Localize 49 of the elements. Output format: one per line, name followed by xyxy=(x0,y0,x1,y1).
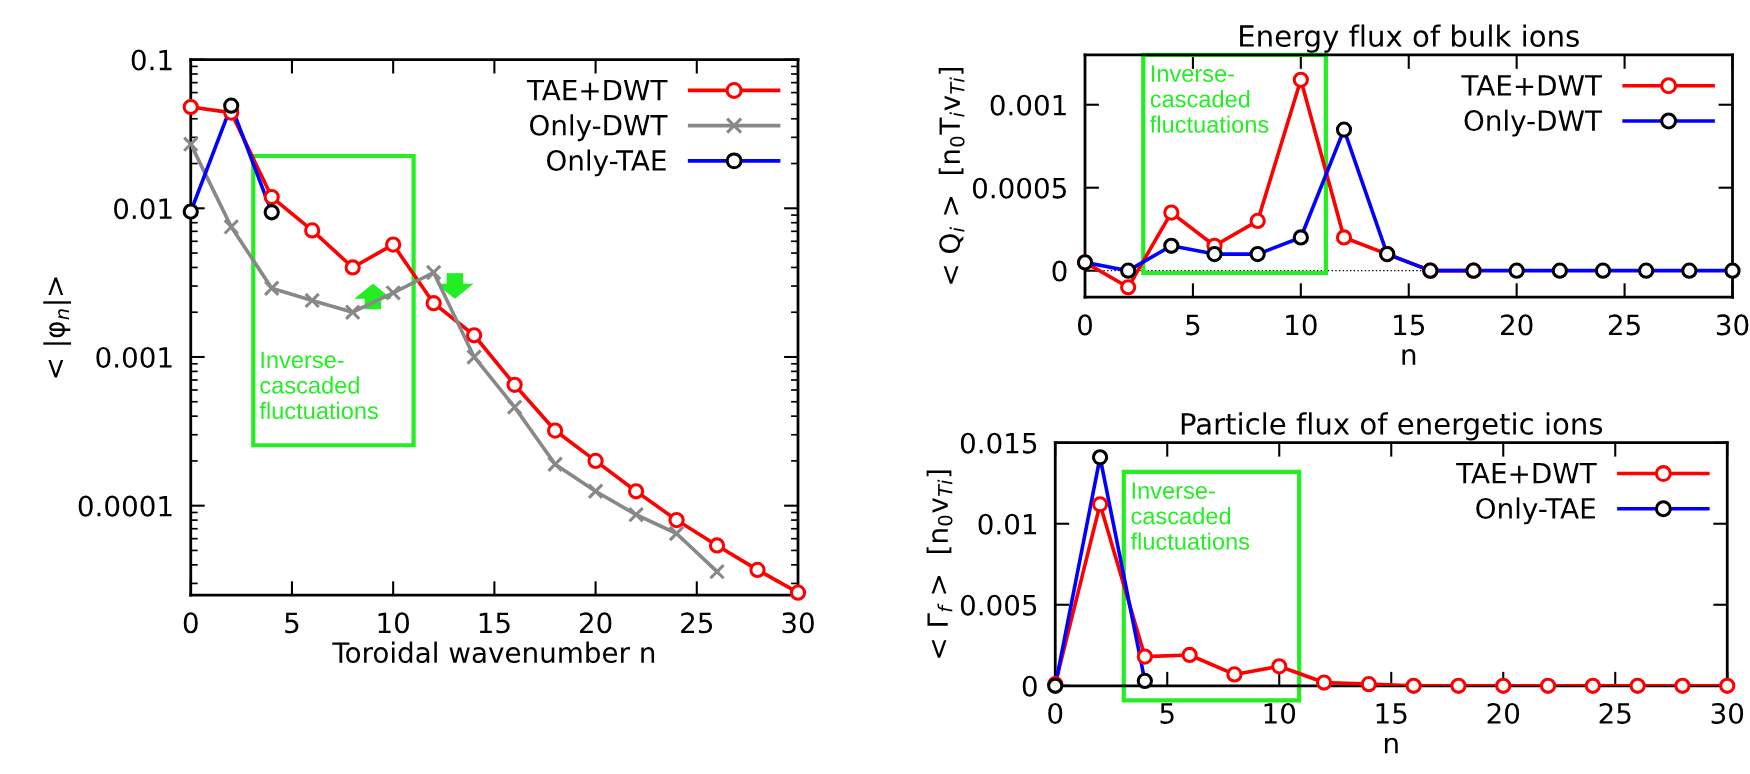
x-tick-label: 10 xyxy=(378,612,409,634)
chart-title: Particle flux of energetic ions xyxy=(1181,412,1603,441)
y-tick-label: 0 xyxy=(1022,675,1037,697)
y-tick-label: 0.001 xyxy=(990,94,1066,116)
y-tick-label: 0.001 xyxy=(96,346,172,368)
legend-label: Only-DWT xyxy=(530,114,668,142)
legend-label: TAE+DWT xyxy=(1461,75,1603,96)
annotation: Inverse- cascaded fluctuations xyxy=(1150,65,1269,133)
y-tick-label: 0 xyxy=(1052,260,1067,282)
text: < Q$_{i}$ > [n$_{0}$T$_{i}$v$_{Ti}$] xyxy=(938,68,965,284)
x-tick-label: 25 xyxy=(1608,314,1640,336)
y-axis-title: < Γ$_{f}$ > [n$_{0}$v$_{Ti}$] xyxy=(926,470,953,658)
x-tick-label: 5 xyxy=(1186,314,1200,336)
y-tick-label: 0.01 xyxy=(114,198,172,220)
y-tick-label: 0.01 xyxy=(978,513,1037,535)
x-tick-label: 15 xyxy=(479,612,510,634)
x-tick-label: 5 xyxy=(1160,703,1174,724)
legend-label: Only-DWT xyxy=(1464,109,1603,137)
legend-label: Only-TAE xyxy=(547,149,666,177)
x-axis-title: n xyxy=(1402,349,1416,365)
x-tick-label: 25 xyxy=(681,612,713,634)
x-tick-label: 10 xyxy=(1264,702,1296,724)
x-tick-label: 0 xyxy=(1077,314,1092,336)
x-tick-label: 0 xyxy=(183,612,198,634)
y-tick-label: 0.0001 xyxy=(78,495,172,517)
y-tick-label: 0.005 xyxy=(960,594,1037,616)
x-tick-label: 15 xyxy=(1394,314,1424,336)
y-axis-title: < |φ$_{n}$|> xyxy=(43,277,72,378)
x-axis-title: n xyxy=(1384,737,1398,754)
x-tick-label: 15 xyxy=(1376,703,1407,724)
x-tick-label: 10 xyxy=(1286,314,1317,336)
y-tick-label: 0.1 xyxy=(131,49,172,71)
x-tick-label: 30 xyxy=(1716,314,1749,336)
x-tick-label: 25 xyxy=(1599,702,1631,724)
y-tick-label: 0.015 xyxy=(960,432,1037,454)
annotation: Inverse- cascaded fluctuations xyxy=(259,351,378,420)
legend-label: TAE+DWT xyxy=(526,79,668,101)
x-tick-label: 30 xyxy=(782,612,814,634)
x-tick-label: 30 xyxy=(1711,702,1744,724)
annotation: Inverse- cascaded fluctuations xyxy=(1130,482,1250,550)
x-tick-label: 5 xyxy=(285,612,299,634)
x-tick-label: 20 xyxy=(1487,702,1520,724)
x-tick-label: 20 xyxy=(1501,314,1533,336)
x-axis-title: Toroidal wavenumber n xyxy=(332,641,655,664)
y-tick-label: 0.0005 xyxy=(972,177,1066,199)
x-tick-label: 20 xyxy=(579,612,612,634)
legend-label: TAE+DWT xyxy=(1456,463,1597,484)
legend-label: Only-TAE xyxy=(1476,497,1595,525)
chart-title: Energy flux of bulk ions xyxy=(1240,24,1579,53)
